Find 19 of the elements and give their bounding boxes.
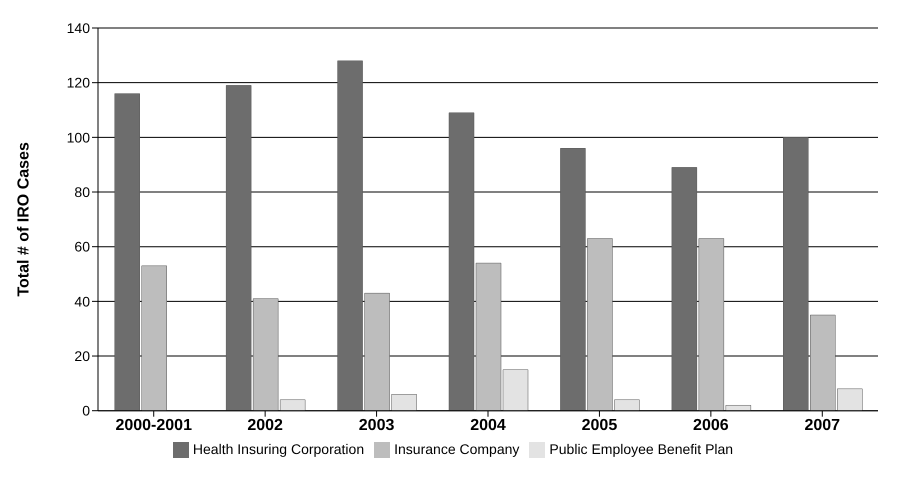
- y-tick-label: 60: [74, 238, 90, 255]
- y-axis-title: Total # of IRO Cases: [16, 142, 33, 297]
- y-tick-label: 120: [66, 74, 90, 91]
- y-tick-label: 140: [66, 20, 90, 36]
- y-tick-label: 0: [82, 402, 90, 419]
- y-tick-label: 20: [74, 348, 90, 364]
- x-tick-label: 2005: [582, 417, 618, 434]
- legend-label: Public Employee Benefit Plan: [549, 440, 734, 457]
- x-tick-label: 2002: [247, 417, 284, 434]
- x-tick-label: 2003: [358, 417, 394, 434]
- x-tick-label: 2000-2001: [115, 417, 192, 434]
- legend-label: Insurance Company: [394, 440, 520, 457]
- x-tick-label: 2004: [470, 417, 506, 434]
- y-tick-label: 40: [74, 293, 90, 310]
- legend-label: Health Insuring Corporation: [192, 440, 364, 457]
- y-tick-label: 100: [66, 129, 90, 146]
- x-tick-label: 2006: [693, 417, 729, 434]
- x-tick-label: 2007: [804, 417, 840, 434]
- y-tick-label: 80: [74, 184, 90, 200]
